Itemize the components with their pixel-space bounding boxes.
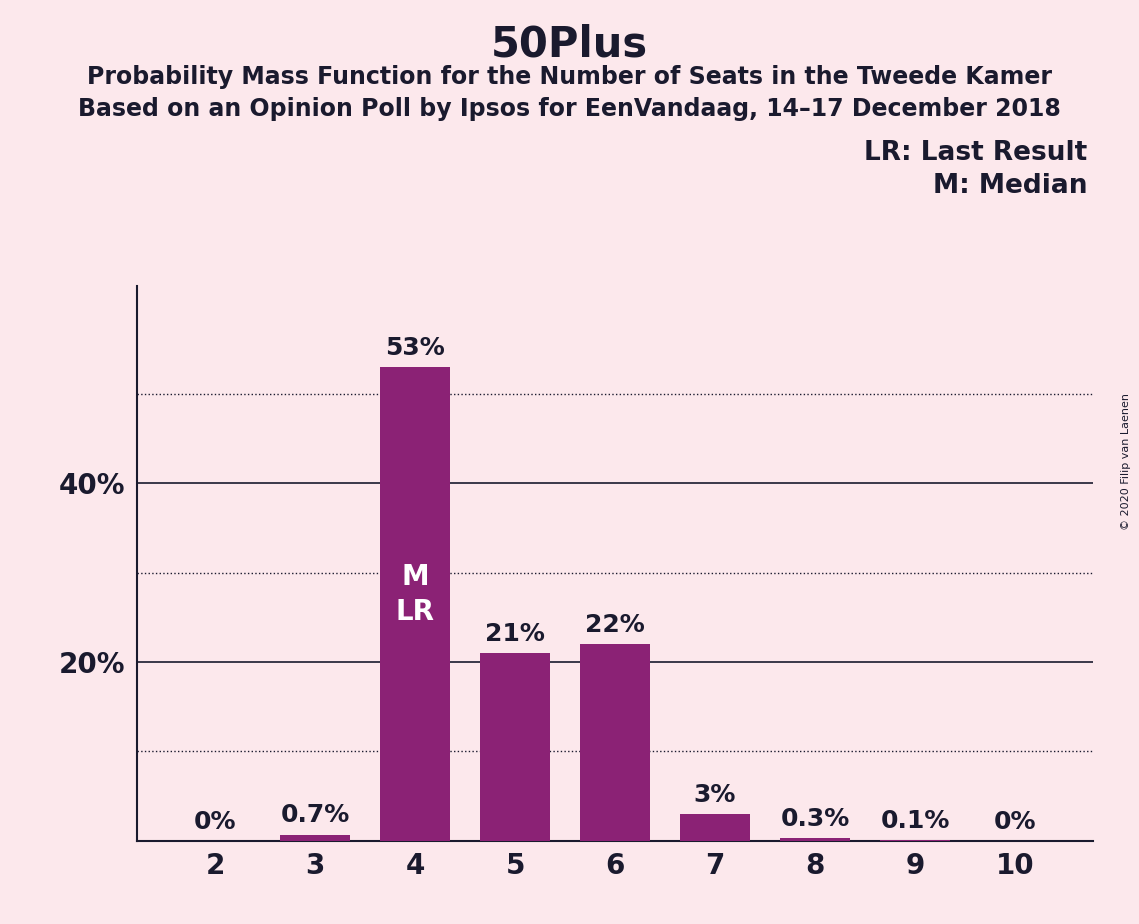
Text: 50Plus: 50Plus (491, 23, 648, 65)
Text: 0.7%: 0.7% (280, 804, 350, 827)
Text: 53%: 53% (385, 335, 445, 359)
Text: 0.1%: 0.1% (880, 808, 950, 833)
Text: © 2020 Filip van Laenen: © 2020 Filip van Laenen (1121, 394, 1131, 530)
Bar (780, 838, 850, 841)
Text: 0.3%: 0.3% (780, 807, 850, 831)
Bar (680, 814, 749, 841)
Text: 0%: 0% (993, 809, 1036, 833)
Bar (481, 653, 550, 841)
Text: M
LR: M LR (395, 563, 435, 626)
Text: 21%: 21% (485, 622, 546, 646)
Bar (380, 367, 450, 841)
Text: M: Median: M: Median (933, 173, 1088, 199)
Bar (280, 834, 350, 841)
Bar (580, 644, 650, 841)
Text: Based on an Opinion Poll by Ipsos for EenVandaag, 14–17 December 2018: Based on an Opinion Poll by Ipsos for Ee… (79, 97, 1060, 121)
Text: 0%: 0% (194, 809, 237, 833)
Text: Probability Mass Function for the Number of Seats in the Tweede Kamer: Probability Mass Function for the Number… (87, 65, 1052, 89)
Text: LR: Last Result: LR: Last Result (865, 140, 1088, 166)
Text: 22%: 22% (585, 613, 645, 637)
Text: 3%: 3% (694, 783, 736, 807)
